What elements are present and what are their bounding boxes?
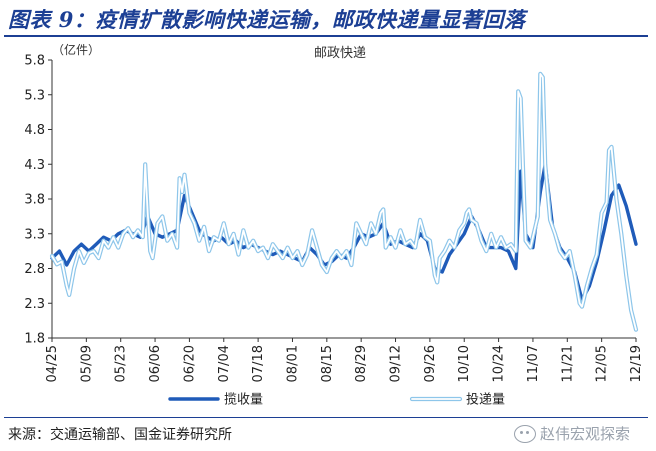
figure-title: 图表 9：疫情扩散影响快递运输，邮政快递量显著回落 <box>8 7 526 32</box>
y-tick-label: 5.3 <box>24 88 45 103</box>
y-tick-label: 3.3 <box>24 227 45 242</box>
series-line-deliver-core <box>51 73 637 331</box>
x-tick-label: 12/19 <box>629 345 644 382</box>
x-tick-label: 06/20 <box>182 345 197 382</box>
x-tick-label: 11/07 <box>526 345 541 382</box>
unit-label: （亿件） <box>52 42 100 57</box>
wechat-icon <box>514 424 536 443</box>
footer-divider <box>4 417 648 418</box>
x-tick-label: 07/18 <box>251 345 266 382</box>
x-tick-label: 05/23 <box>114 345 129 382</box>
x-tick-label: 07/04 <box>217 345 232 382</box>
watermark: 赵伟宏观探索 <box>514 423 630 444</box>
y-tick-label: 2.3 <box>24 297 45 312</box>
x-tick-label: 10/10 <box>457 345 472 382</box>
y-tick-label: 4.8 <box>24 123 45 138</box>
x-tick-label: 09/12 <box>389 345 404 382</box>
x-tick-label: 08/01 <box>285 345 300 382</box>
x-tick-label: 08/15 <box>320 345 335 382</box>
y-tick-label: 3.8 <box>24 193 45 208</box>
line-chart: （亿件） 邮政快递 1.8 2.3 2.8 3.3 3.8 4.3 4.8 5.3 5.8 04… <box>24 42 644 408</box>
legend-label-collect: 揽收量 <box>224 392 263 408</box>
x-tick-label: 11/21 <box>560 345 575 382</box>
y-tick-label: 2.8 <box>24 262 45 277</box>
title-divider <box>4 35 648 37</box>
x-tick-label: 05/09 <box>79 345 94 382</box>
x-tick-label: 04/25 <box>45 345 60 382</box>
y-tick-label: 5.8 <box>24 54 45 69</box>
source-note: 来源：交通运输部、国金证券研究所 <box>8 427 232 443</box>
x-tick-label: 08/29 <box>354 345 369 382</box>
legend-label-deliver: 投递量 <box>466 392 505 408</box>
x-axis: 04/25 05/09 05/23 06/06 06/20 07/04 07/18 08/01… <box>45 337 644 382</box>
legend: 揽收量 投递量 <box>168 392 505 408</box>
series-layer <box>49 71 639 332</box>
x-tick-label: 09/26 <box>423 345 438 382</box>
chart-title: 邮政快递 <box>314 46 366 61</box>
y-tick-label: 1.8 <box>24 332 45 347</box>
watermark-label: 赵伟宏观探索 <box>540 425 631 443</box>
x-tick-label: 12/05 <box>595 345 610 382</box>
x-tick-label: 06/06 <box>148 345 163 382</box>
x-tick-label: 10/24 <box>492 345 507 382</box>
y-axis: 1.8 2.3 2.8 3.3 3.8 4.3 4.8 5.3 5.8 <box>24 54 53 347</box>
y-tick-label: 4.3 <box>24 158 45 173</box>
